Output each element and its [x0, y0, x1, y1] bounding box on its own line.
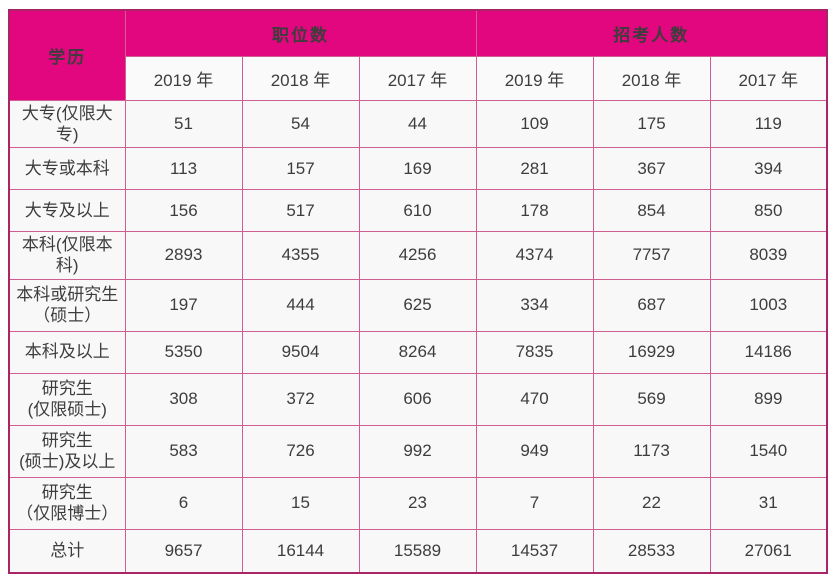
cell-value: 334	[475, 278, 594, 332]
cell-value: 308	[124, 372, 243, 426]
cell-value: 28533	[592, 528, 711, 574]
cell-value: 119	[709, 99, 828, 148]
table-row-total: 总计 9657 16144 15589 14537 28533 27061	[8, 528, 828, 574]
cell-value: 687	[592, 278, 711, 332]
cell-value: 992	[358, 424, 477, 478]
cell-value: 109	[475, 99, 594, 148]
cell-value: 6	[124, 476, 243, 530]
cell-value: 31	[709, 476, 828, 530]
table-row: 本科或研究生 （硕士） 197 444 625 334 687 1003	[8, 278, 828, 332]
cell-value: 7835	[475, 330, 594, 374]
cell-value: 113	[124, 147, 243, 190]
year-header: 2017 年	[358, 55, 477, 101]
cell-value: 949	[475, 424, 594, 478]
cell-value: 16144	[241, 528, 360, 574]
cell-value: 8264	[358, 330, 477, 374]
cell-value: 1540	[709, 424, 828, 478]
cell-value: 606	[358, 372, 477, 426]
row-label: 研究生 (硕士)及以上	[8, 424, 126, 478]
cell-value: 610	[358, 189, 477, 232]
row-label: 大专或本科	[8, 147, 126, 190]
cell-value: 15	[241, 476, 360, 530]
table-row: 本科及以上 5350 9504 8264 7835 16929 14186	[8, 330, 828, 374]
table-row: 大专(仅限大专) 51 54 44 109 175 119	[8, 99, 828, 148]
cell-value: 5350	[124, 330, 243, 374]
cell-value: 4355	[241, 231, 360, 280]
row-label-total: 总计	[8, 528, 126, 574]
row-label: 本科及以上	[8, 330, 126, 374]
cell-value: 44	[358, 99, 477, 148]
row-label: 研究生 （仅限博士）	[8, 476, 126, 530]
cell-value: 372	[241, 372, 360, 426]
cell-value: 156	[124, 189, 243, 232]
group-header-row: 学历 职位数 招考人数	[8, 9, 828, 101]
cell-value: 54	[241, 99, 360, 148]
cell-value: 899	[709, 372, 828, 426]
cell-value: 470	[475, 372, 594, 426]
cell-value: 4374	[475, 231, 594, 280]
cell-value: 517	[241, 189, 360, 232]
cell-value: 9504	[241, 330, 360, 374]
table-row: 研究生 (仅限硕士) 308 372 606 470 569 899	[8, 372, 828, 426]
cell-value: 197	[124, 278, 243, 332]
row-label: 大专(仅限大专)	[8, 99, 126, 148]
table-row: 本科(仅限本科) 2893 4355 4256 4374 7757 8039	[8, 231, 828, 280]
table-row: 研究生 (硕士)及以上 583 726 992 949 1173 1540	[8, 424, 828, 478]
education-stats-table: 学历 职位数 招考人数 2019 年 2018 年 2017 年 2019 年 …	[8, 9, 828, 574]
cell-value: 27061	[709, 528, 828, 574]
cell-value: 281	[475, 147, 594, 190]
year-header-row: 2019 年 2018 年 2017 年 2019 年 2018 年 2017 …	[9, 55, 828, 101]
cell-value: 16929	[592, 330, 711, 374]
cell-value: 444	[241, 278, 360, 332]
table-row: 大专或本科 113 157 169 281 367 394	[8, 147, 828, 190]
year-header: 2019 年	[475, 55, 594, 101]
cell-value: 169	[358, 147, 477, 190]
cell-value: 15589	[358, 528, 477, 574]
row-label: 本科(仅限本科)	[8, 231, 126, 280]
cell-value: 569	[592, 372, 711, 426]
cell-value: 8039	[709, 231, 828, 280]
row-label: 本科或研究生 （硕士）	[8, 278, 126, 332]
cell-value: 2893	[124, 231, 243, 280]
cell-value: 14537	[475, 528, 594, 574]
cell-value: 1173	[592, 424, 711, 478]
cell-value: 625	[358, 278, 477, 332]
cell-value: 7	[475, 476, 594, 530]
cell-value: 157	[241, 147, 360, 190]
cell-value: 367	[592, 147, 711, 190]
cell-value: 178	[475, 189, 594, 232]
cell-value: 583	[124, 424, 243, 478]
row-label: 研究生 (仅限硕士)	[8, 372, 126, 426]
cell-value: 4256	[358, 231, 477, 280]
cell-value: 23	[358, 476, 477, 530]
cell-value: 7757	[592, 231, 711, 280]
table-row: 研究生 （仅限博士） 6 15 23 7 22 31	[8, 476, 828, 530]
cell-value: 22	[592, 476, 711, 530]
group-header-recruit-count: 招考人数	[475, 9, 828, 57]
cell-value: 850	[709, 189, 828, 232]
cell-value: 394	[709, 147, 828, 190]
year-header: 2017 年	[709, 55, 828, 101]
group-header-positions: 职位数	[124, 9, 477, 57]
corner-header-education: 学历	[8, 9, 126, 101]
year-header: 2018 年	[592, 55, 711, 101]
year-header: 2019 年	[124, 55, 243, 101]
cell-value: 175	[592, 99, 711, 148]
cell-value: 9657	[124, 528, 243, 574]
cell-value: 726	[241, 424, 360, 478]
cell-value: 51	[124, 99, 243, 148]
cell-value: 854	[592, 189, 711, 232]
table-row: 大专及以上 156 517 610 178 854 850	[8, 189, 828, 232]
row-label: 大专及以上	[8, 189, 126, 232]
year-header: 2018 年	[241, 55, 360, 101]
cell-value: 14186	[709, 330, 828, 374]
cell-value: 1003	[709, 278, 828, 332]
